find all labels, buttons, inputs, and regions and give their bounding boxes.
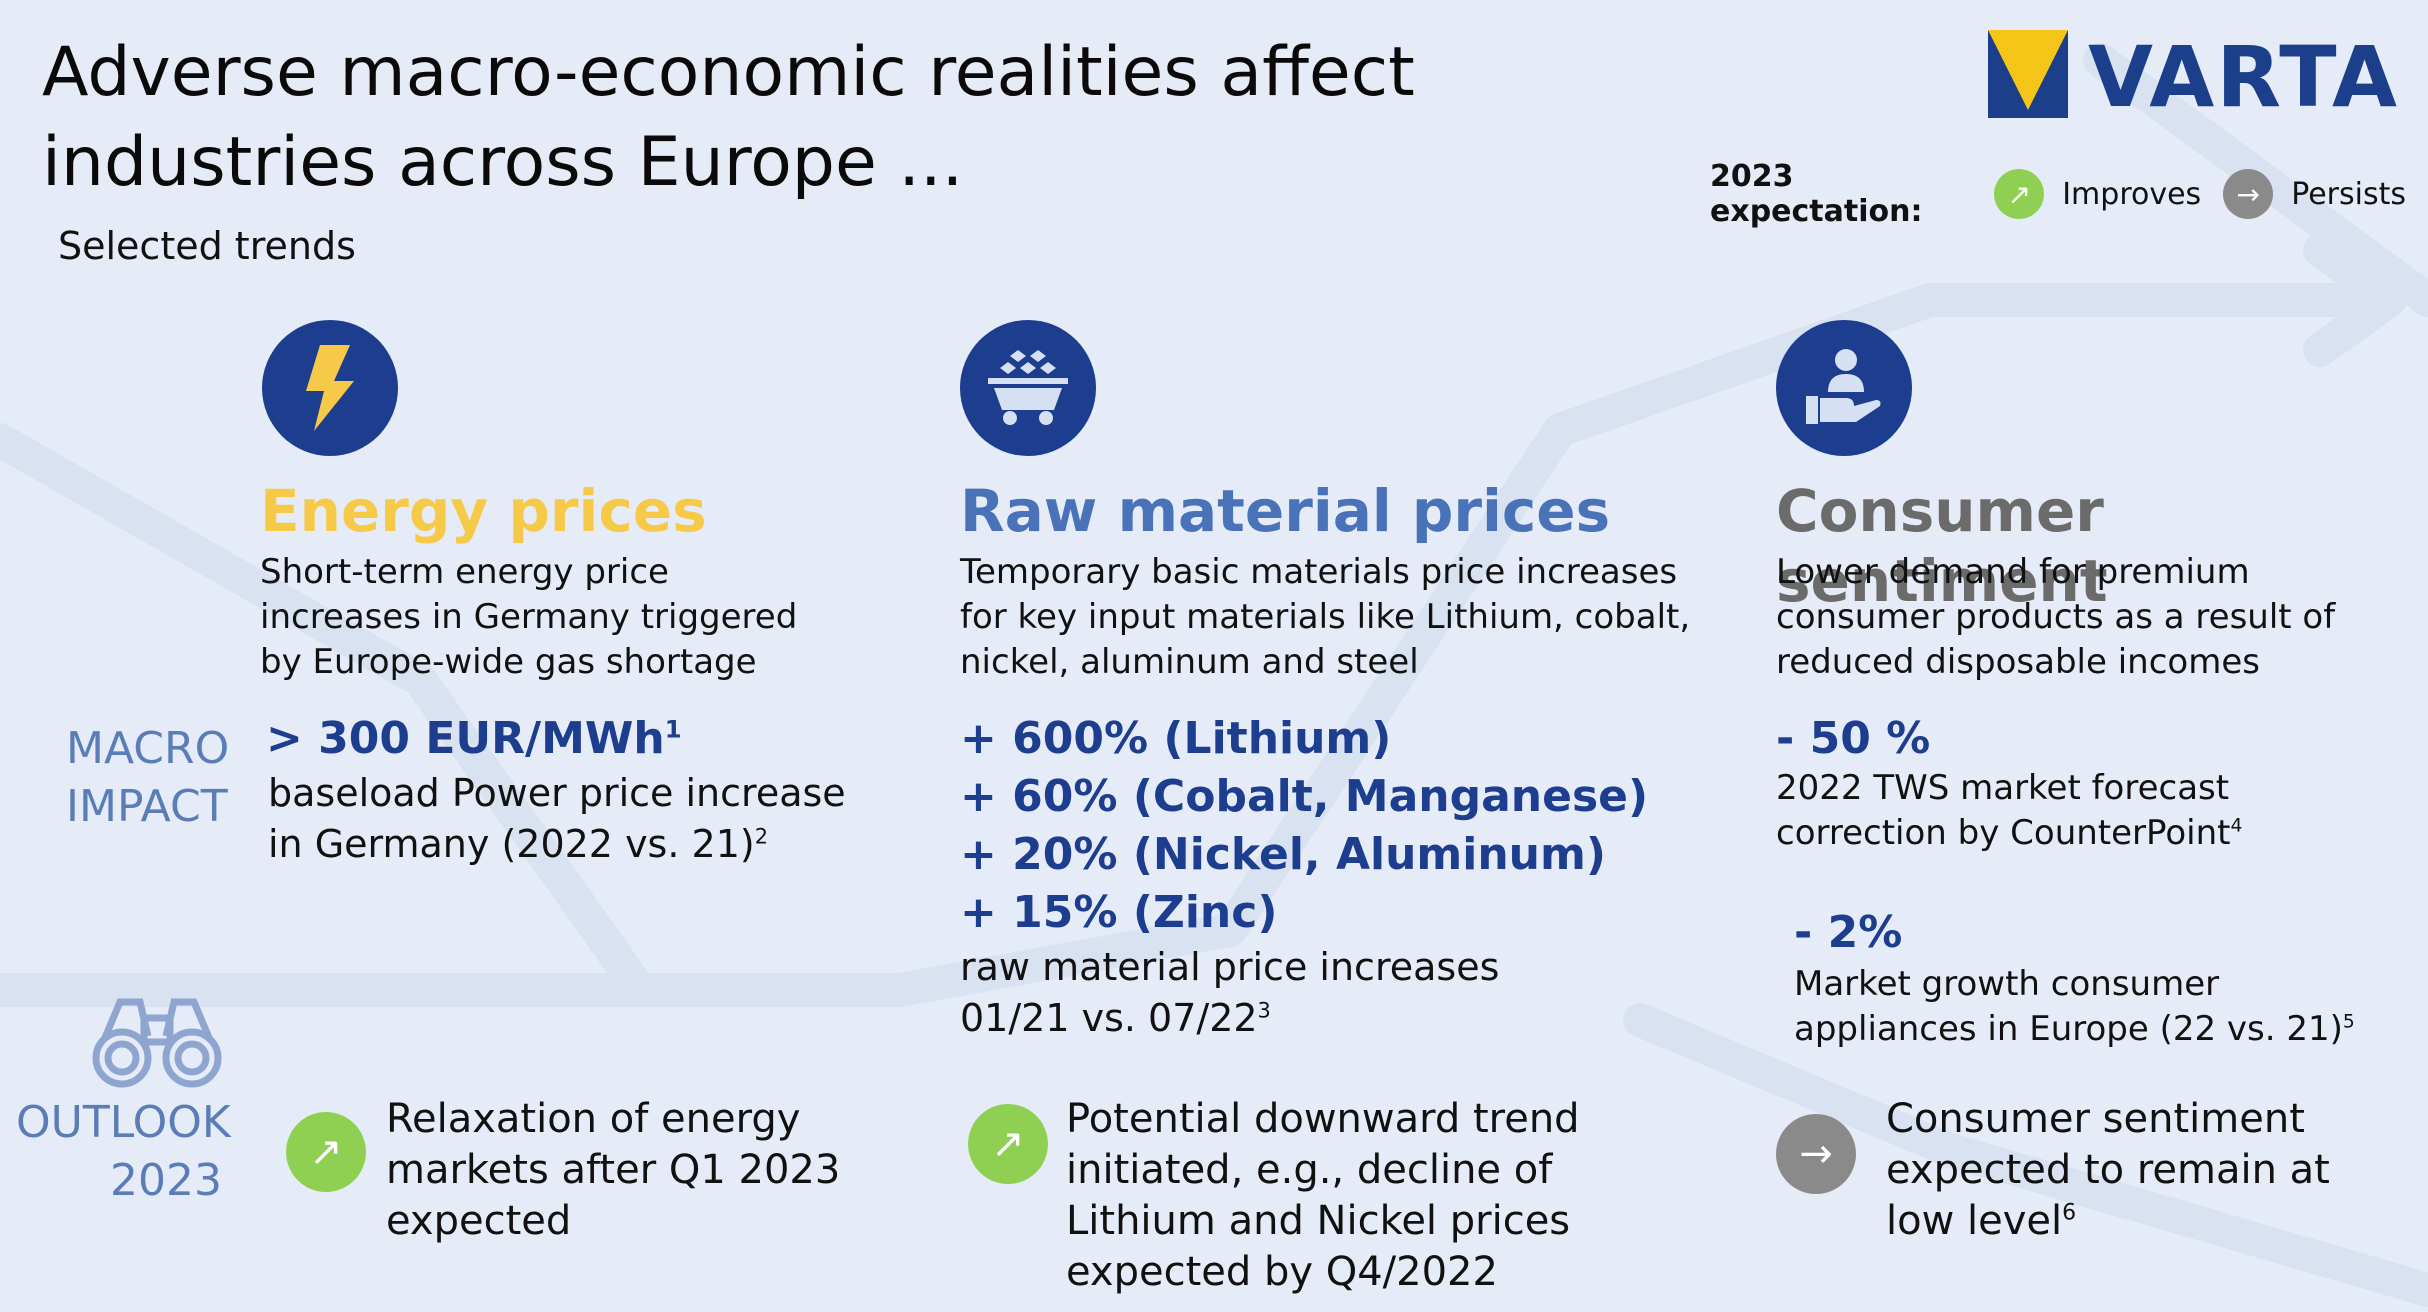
page-title: Adverse macro-economic realities affect …	[42, 28, 1415, 208]
raw-stat-zinc: + 15% (Zinc)	[960, 887, 1278, 938]
logo-text: VARTA	[2088, 28, 2400, 126]
legend-label: 2023 expectation:	[1710, 159, 1923, 229]
raw-title: Raw material prices	[960, 477, 1611, 545]
energy-detail-line-1: baseload Power price increase	[268, 771, 846, 815]
legend-item-improves: ↗ Improves	[1994, 169, 2201, 219]
consumer-stat-1-detail: 2022 TWS market forecast correction by C…	[1776, 766, 2242, 856]
energy-outlook-line-3: expected	[386, 1198, 572, 1244]
energy-desc-line-3: by Europe-wide gas shortage	[260, 642, 757, 682]
footnote-5: 5	[2342, 1011, 2355, 1033]
raw-stats: + 600% (Lithium) + 60% (Cobalt, Manganes…	[960, 710, 1648, 942]
consumer-desc-line-3: reduced disposable incomes	[1776, 642, 2260, 682]
arrow-right-icon: →	[2223, 169, 2274, 219]
raw-detail-line-1: raw material price increases	[960, 945, 1500, 989]
outlook-label: OUTLOOK 2023	[16, 1094, 231, 1210]
consumer-stat-2-line-1: Market growth consumer	[1794, 964, 2220, 1004]
raw-outlook-improves-icon: ↗	[968, 1104, 1048, 1184]
consumer-outlook-line-1: Consumer sentiment	[1886, 1096, 2305, 1142]
consumer-outlook-line-3: low level6	[1886, 1198, 2077, 1244]
lightning-icon	[306, 345, 354, 431]
consumer-outlook-line-2: expected to remain at	[1886, 1147, 2330, 1193]
footnote-2: 2	[754, 824, 768, 849]
raw-detail-line-2: 01/21 vs. 07/223	[960, 996, 1271, 1040]
legend-item-persists: → Persists	[2223, 169, 2406, 219]
consumer-desc-line-2: consumer products as a result of	[1776, 597, 2336, 637]
footnote-6: 6	[2062, 1200, 2077, 1226]
consumer-stat-2: - 2%	[1794, 907, 1903, 958]
title-line-2: industries across Europe ...	[42, 123, 964, 202]
consumer-title: Consumer sentiment	[1776, 477, 2108, 615]
footnote-4: 4	[2230, 815, 2243, 837]
varta-logo: VARTA	[1988, 30, 2408, 126]
person-hand-icon	[1806, 349, 1881, 424]
consumer-outlook: Consumer sentiment expected to remain at…	[1886, 1094, 2330, 1247]
consumer-stat-1-line-2: correction by CounterPoint4	[1776, 813, 2243, 853]
consumer-stat-1: - 50 %	[1776, 713, 1931, 764]
energy-description: Short-term energy price increases in Ger…	[260, 550, 797, 685]
consumer-stat-2-line-2: appliances in Europe (22 vs. 21)5	[1794, 1009, 2355, 1049]
macro-label-line-1: MACRO	[66, 723, 230, 774]
energy-stat-value: > 300 EUR/MWh	[266, 713, 665, 764]
raw-desc-line-2: for key input materials like Lithium, co…	[960, 597, 1691, 637]
expectation-legend: 2023 expectation: ↗ Improves → Persists	[1710, 159, 2428, 229]
macro-impact-label: MACRO IMPACT	[66, 720, 230, 836]
consumer-desc-line-1: Lower demand for premium	[1776, 552, 2250, 592]
raw-outlook-line-3: Lithium and Nickel prices	[1066, 1198, 1571, 1244]
macro-label-line-2: IMPACT	[66, 781, 228, 832]
raw-desc-line-1: Temporary basic materials price increase…	[960, 552, 1678, 592]
raw-stat-cobalt: + 60% (Cobalt, Manganese)	[960, 771, 1649, 822]
raw-outlook-line-4: expected by Q4/2022	[1066, 1249, 1498, 1295]
footnote-1: 1	[664, 715, 682, 744]
varta-v-mark-icon	[1988, 30, 2068, 118]
energy-desc-line-1: Short-term energy price	[260, 552, 669, 592]
raw-detail: raw material price increases 01/21 vs. 0…	[960, 942, 1499, 1044]
consumer-outlook-persists-icon: →	[1776, 1114, 1856, 1194]
binoculars-icon	[92, 998, 222, 1088]
raw-stat-nickel: + 20% (Nickel, Aluminum)	[960, 829, 1606, 880]
raw-stat-lithium: + 600% (Lithium)	[960, 713, 1392, 764]
consumer-stat-1-line-1: 2022 TWS market forecast	[1776, 768, 2230, 808]
energy-icon-badge	[262, 320, 398, 456]
raw-outlook-line-1: Potential downward trend	[1066, 1096, 1580, 1142]
title-line-1: Adverse macro-economic realities affect	[42, 33, 1415, 112]
raw-outlook: Potential downward trend initiated, e.g.…	[1066, 1094, 1580, 1298]
outlook-label-line-2: 2023	[110, 1155, 222, 1206]
raw-outlook-line-2: initiated, e.g., decline of	[1066, 1147, 1553, 1193]
mining-cart-icon	[988, 350, 1068, 425]
energy-detail-line-2: in Germany (2022 vs. 21)2	[268, 822, 768, 866]
legend-persists-label: Persists	[2291, 176, 2406, 212]
energy-stat: > 300 EUR/MWh1	[266, 710, 682, 768]
energy-outlook-improves-icon: ↗	[286, 1112, 366, 1192]
outlook-label-line-1: OUTLOOK	[16, 1097, 231, 1148]
energy-detail: baseload Power price increase in Germany…	[268, 768, 846, 870]
legend-improves-label: Improves	[2062, 176, 2202, 212]
consumer-stat-2-detail: Market growth consumer appliances in Eur…	[1794, 962, 2355, 1052]
footnote-3: 3	[1257, 998, 1271, 1023]
energy-outlook: Relaxation of energy markets after Q1 20…	[386, 1094, 840, 1247]
raw-desc-line-3: nickel, aluminum and steel	[960, 642, 1419, 682]
energy-desc-line-2: increases in Germany triggered	[260, 597, 798, 637]
arrow-up-right-icon: ↗	[1994, 169, 2045, 219]
consumer-description: Lower demand for premium consumer produc…	[1776, 550, 2335, 685]
energy-outlook-line-1: Relaxation of energy	[386, 1096, 801, 1142]
raw-icon-badge	[960, 320, 1096, 456]
energy-outlook-line-2: markets after Q1 2023	[386, 1147, 841, 1193]
energy-title: Energy prices	[260, 477, 707, 545]
consumer-icon-badge	[1776, 320, 1912, 456]
page-subtitle: Selected trends	[58, 224, 356, 268]
raw-description: Temporary basic materials price increase…	[960, 550, 1690, 685]
